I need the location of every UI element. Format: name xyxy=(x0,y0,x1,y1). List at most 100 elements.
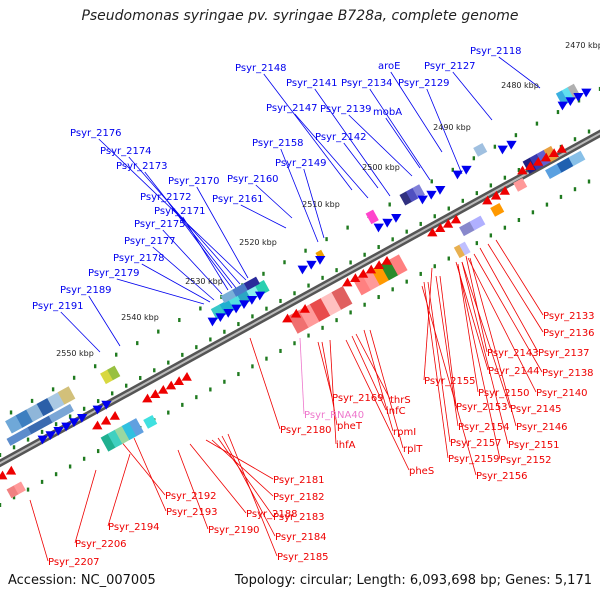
forward-ruler-dot xyxy=(96,399,100,404)
reverse-gene-arrow xyxy=(381,255,392,265)
reverse-ruler-dot xyxy=(26,487,30,492)
reverse-leader-line xyxy=(189,443,247,514)
reverse-leader-line xyxy=(461,261,509,445)
forward-leader-line xyxy=(426,88,463,175)
forward-gene-label: Psyr_2147 xyxy=(266,103,318,114)
reverse-gene-label: Psyr_2192 xyxy=(165,491,217,502)
outer-track-dot xyxy=(325,237,328,242)
reverse-gene-arrow xyxy=(532,156,544,166)
reverse-leader-line xyxy=(427,281,451,443)
genome-backbone xyxy=(0,129,600,468)
reverse-ruler-dot xyxy=(559,194,563,199)
forward-gene-arrow xyxy=(452,170,463,180)
reverse-ruler-dot xyxy=(223,379,226,384)
reverse-ruler-dot xyxy=(54,472,58,477)
reverse-gene-label: Psyr_2138 xyxy=(542,368,594,379)
forward-ruler-dot xyxy=(517,168,521,173)
reverse-gene-arrow xyxy=(5,465,17,475)
feature-box xyxy=(352,254,408,296)
reverse-leader-line xyxy=(461,261,511,409)
figure-title: Pseudomonas syringae pv. syringae B728a,… xyxy=(81,8,519,24)
forward-leader-line xyxy=(369,88,431,181)
forward-gene-label: Psyr_2148 xyxy=(235,63,287,74)
forward-ruler-dot xyxy=(125,383,128,388)
reverse-gene-arrow xyxy=(350,273,361,283)
feature-box xyxy=(288,286,353,334)
forward-ruler-dot xyxy=(209,337,212,342)
reverse-leader-line xyxy=(107,453,131,527)
forward-ruler-dot xyxy=(405,229,408,234)
reverse-leader-line xyxy=(469,257,517,427)
forward-gene-arrow xyxy=(53,426,64,436)
forward-leader-line xyxy=(385,117,421,169)
reverse-ruler-dot xyxy=(503,225,507,230)
gene-labels: Psyr_2118 Psyr_2127 aroE Psyr_2129 Psyr_2134… xyxy=(32,46,595,568)
outer-track-dot xyxy=(136,341,139,346)
forward-leader-line xyxy=(152,246,215,301)
feature-box xyxy=(473,142,488,157)
forward-gene-label: Psyr_2139 xyxy=(320,104,372,115)
reverse-leader-line xyxy=(473,253,543,373)
forward-leader-line xyxy=(303,168,325,239)
feature-box xyxy=(513,177,528,192)
forward-ruler-dot xyxy=(293,291,296,296)
ruler-tick-label: 2500 kbp xyxy=(362,163,400,172)
reverse-ruler-dot xyxy=(447,256,450,261)
forward-gene-label: Psyr_2177 xyxy=(124,236,176,247)
forward-gene-label: Psyr_2142 xyxy=(315,132,367,143)
forward-ruler-dot xyxy=(153,368,156,373)
reverse-leader-line xyxy=(74,469,97,544)
ruler-tick-label: 2510 kbp xyxy=(302,200,340,209)
forward-ruler-dot xyxy=(321,275,324,280)
forward-leader-line xyxy=(498,56,541,89)
outer-track-dot xyxy=(346,225,349,230)
reverse-gene-label: Psyr_2181 xyxy=(273,475,325,486)
forward-ruler-dot xyxy=(26,437,30,442)
feature-box xyxy=(453,241,471,259)
reverse-ruler-dot xyxy=(419,271,422,276)
reverse-leader-line xyxy=(495,239,544,316)
reverse-ruler-dot xyxy=(363,302,366,307)
forward-ruler-dot xyxy=(12,445,16,450)
reverse-gene-label: Psyr_2184 xyxy=(275,532,327,543)
reverse-gene-label: Psyr_2180 xyxy=(280,425,332,436)
forward-ruler-dot xyxy=(54,422,58,427)
reverse-gene-label: Psyr_2206 xyxy=(75,539,127,550)
backbone-line xyxy=(0,129,600,468)
reverse-leader-line xyxy=(29,499,49,562)
forward-gene-arrow xyxy=(461,165,472,175)
reverse-leader-line xyxy=(457,263,479,393)
reverse-gene-label: Psyr_2169 xyxy=(332,393,384,404)
reverse-ruler-dot xyxy=(531,210,535,215)
forward-gene-label: Psyr_2175 xyxy=(134,219,186,230)
forward-gene-arrow xyxy=(373,223,384,233)
reverse-gene-arrow xyxy=(548,148,559,158)
reverse-ruler-dot xyxy=(349,310,352,315)
reverse-gene-label: Psyr_2193 xyxy=(166,507,218,518)
reverse-ruler-dot xyxy=(0,503,2,507)
reverse-gene-arrow xyxy=(365,264,377,274)
feature-box xyxy=(220,276,260,304)
forward-gene-arrow xyxy=(506,140,517,150)
outer-track-dot xyxy=(577,98,581,103)
forward-ruler-dot xyxy=(40,429,44,434)
reverse-leader-line xyxy=(435,275,459,427)
reverse-gene-arrow xyxy=(92,420,103,430)
outer-track-dot xyxy=(199,306,202,311)
forward-ruler-dot xyxy=(363,252,366,257)
forward-gene-arrow xyxy=(247,295,258,305)
reverse-ruler-dot xyxy=(167,410,170,415)
reverse-ruler-dot xyxy=(181,402,184,407)
reverse-leader-line xyxy=(355,333,391,400)
forward-gene-label: Psyr_2158 xyxy=(252,138,304,149)
reverse-gene-arrow xyxy=(435,223,446,233)
forward-ruler-dot xyxy=(82,406,86,411)
forward-leader-line xyxy=(162,229,223,295)
forward-gene-label: Psyr_2134 xyxy=(341,78,393,89)
ruler-tick-label: 2540 kbp xyxy=(121,313,159,322)
outer-track-dot xyxy=(535,121,539,126)
reverse-leader-line xyxy=(227,433,278,557)
reverse-leader-line xyxy=(351,335,387,411)
reverse-ruler-dot xyxy=(545,202,549,207)
